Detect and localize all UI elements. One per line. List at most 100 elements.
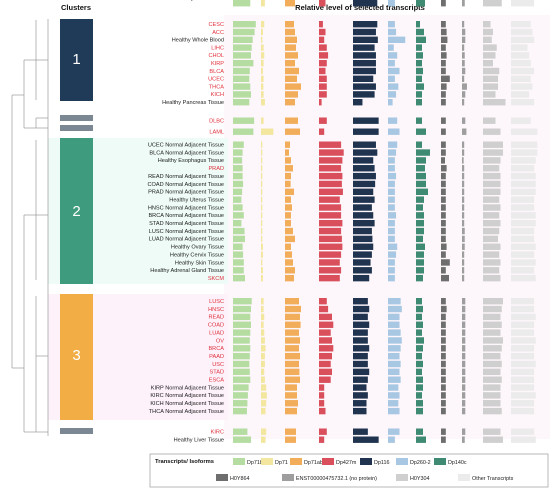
bar-h0y304 xyxy=(483,337,503,344)
bar-dp427m xyxy=(319,180,342,188)
bar-dp427m xyxy=(319,235,342,243)
bar-dp116 xyxy=(353,436,379,443)
bar-h0y304 xyxy=(483,428,501,435)
bar-dp140c xyxy=(416,384,423,391)
bar-dp427m xyxy=(319,345,334,352)
bar-dp116 xyxy=(353,180,376,188)
bar-h0y864 xyxy=(441,376,446,383)
bar-dp71 xyxy=(261,329,265,336)
bar-other xyxy=(511,298,535,305)
bar-dp260-2 xyxy=(388,157,395,164)
bar-dp71b xyxy=(233,52,251,59)
cluster-label-3: 3 xyxy=(72,347,80,364)
bar-dp116 xyxy=(353,52,376,59)
row-label: LAML xyxy=(209,130,224,136)
bar-dp71ab xyxy=(285,384,297,391)
bar-dp71 xyxy=(261,298,264,305)
bar-h0y864 xyxy=(441,243,447,250)
row-label: Healthy Uterus Tissue xyxy=(169,197,224,203)
bar-enst00000475732.1 xyxy=(462,44,465,51)
bar-dp140c xyxy=(416,392,422,399)
bar-h0y304 xyxy=(483,274,501,282)
bar-dp71 xyxy=(261,392,267,399)
bar-dp116 xyxy=(353,313,368,321)
bar-dp71b xyxy=(233,196,242,203)
bar-dp71b xyxy=(233,329,251,336)
bar-dp71ab xyxy=(285,376,300,383)
bar-h0y864 xyxy=(441,329,446,336)
row-label: SKCM xyxy=(208,276,225,282)
bar-dp427m xyxy=(319,165,342,172)
bar-dp140c xyxy=(416,204,423,211)
bar-dp71 xyxy=(261,67,263,75)
bar-dp71ab xyxy=(285,251,292,258)
bar-dp71 xyxy=(261,321,264,328)
bar-h0y864 xyxy=(441,235,446,243)
bar-enst00000475732.1 xyxy=(462,428,466,435)
bar-h0y864 xyxy=(441,67,446,75)
bar-dp71 xyxy=(261,360,265,368)
bar-dp71ab xyxy=(285,60,295,67)
bar-dp116 xyxy=(353,305,370,313)
bar-dp71ab xyxy=(285,305,301,313)
bar-h0y864 xyxy=(441,91,446,98)
cluster-block-1 xyxy=(60,19,93,101)
bar-dp71b xyxy=(233,172,243,180)
bar-dp140c xyxy=(416,259,424,266)
bar-dp427m xyxy=(319,36,325,43)
bar-h0y864 xyxy=(441,0,446,7)
bar-dp71b xyxy=(233,251,244,258)
bar-h0y304 xyxy=(483,60,493,67)
bar-dp71b xyxy=(233,21,256,28)
bar-h0y304 xyxy=(483,204,501,211)
bar-other xyxy=(511,52,530,59)
bar-dp140c xyxy=(416,21,420,28)
bar-dp71b xyxy=(233,337,250,344)
legend-swatch xyxy=(216,474,228,481)
bar-h0y304 xyxy=(483,36,492,43)
bar-dp260-2 xyxy=(388,352,400,360)
bar-dp116 xyxy=(353,196,375,203)
bar-dp260-2 xyxy=(388,376,401,383)
legend-swatch xyxy=(434,458,446,465)
bar-dp71ab xyxy=(285,428,296,435)
row-label: HNSC xyxy=(208,307,224,313)
bar-dp427m xyxy=(319,329,331,336)
bar-dp140c xyxy=(416,407,423,415)
bar-other xyxy=(511,376,535,383)
bar-dp116 xyxy=(353,212,374,219)
row-label: STAD Normal Adjacent Tissue xyxy=(149,221,224,227)
bar-dp71ab xyxy=(285,400,298,407)
bar-enst00000475732.1 xyxy=(462,83,467,90)
legend-swatch xyxy=(233,458,245,465)
bar-enst00000475732.1 xyxy=(462,274,465,282)
bar-h0y864 xyxy=(441,44,446,51)
bar-dp116 xyxy=(353,204,372,211)
bar-dp116 xyxy=(353,321,370,328)
row-label: THCA xyxy=(209,84,224,90)
bar-dp71 xyxy=(261,157,263,164)
row-label: LUSC Normal Adjacent Tissue xyxy=(149,229,224,235)
bar-dp427m xyxy=(319,188,343,195)
bar-other xyxy=(511,91,530,98)
row-label: LIHC xyxy=(211,45,224,51)
row-label: PAAD xyxy=(209,354,224,360)
bar-dp260-2 xyxy=(388,188,395,195)
bar-dp116 xyxy=(353,44,375,51)
bar-other xyxy=(511,267,535,274)
row-label: Healthy Skin Tissue xyxy=(175,260,224,266)
bar-dp260-2 xyxy=(388,407,400,415)
bar-dp427m xyxy=(319,428,327,435)
bar-h0y304 xyxy=(483,212,500,219)
bar-other xyxy=(511,204,535,211)
bar-dp71ab xyxy=(285,368,300,376)
row-label: Healthy Esophagus Tissue xyxy=(158,158,224,164)
bar-dp260-2 xyxy=(388,91,397,98)
row-label: KIRP xyxy=(211,61,224,67)
bar-dp116 xyxy=(353,83,376,90)
bar-h0y304 xyxy=(483,180,501,188)
bar-dp71 xyxy=(261,407,266,415)
bar-h0y864 xyxy=(441,274,449,282)
bar-dp140c xyxy=(416,196,424,203)
bar-dp260-2 xyxy=(388,28,397,36)
